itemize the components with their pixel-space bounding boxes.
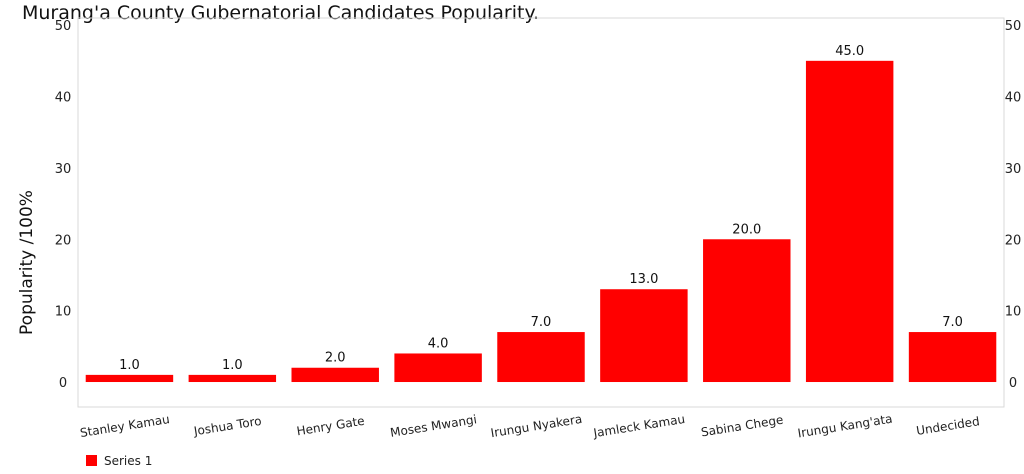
plot-frame (77, 17, 1005, 408)
category-label: Joshua Toro (192, 414, 262, 439)
y-tick-label-right: 50 (1005, 19, 1022, 34)
y-tick-label-left: 40 (55, 91, 72, 106)
y-tick-label-left: 0 (59, 376, 67, 391)
data-label: 1.0 (222, 358, 243, 373)
category-label: Jamleck Kamau (592, 412, 686, 440)
category-label: Irungu Nyakera (490, 412, 583, 440)
legend-swatch (86, 455, 97, 466)
data-label: 13.0 (629, 272, 658, 287)
bar (188, 374, 277, 383)
y-axis-title: Popularity /100% (17, 190, 37, 335)
bar (85, 374, 174, 383)
data-label: 1.0 (119, 358, 140, 373)
bars (85, 60, 997, 383)
plot-area (77, 17, 1005, 408)
category-label: Moses Mwangi (389, 412, 478, 440)
y-tick-label-right: 40 (1005, 91, 1022, 106)
data-label: 7.0 (942, 315, 963, 330)
y-tick-label-right: 10 (1005, 305, 1022, 320)
data-label: 20.0 (732, 222, 761, 237)
bar (291, 367, 379, 383)
data-label: 4.0 (428, 336, 449, 351)
data-label: 7.0 (531, 315, 552, 330)
data-label: 2.0 (325, 351, 346, 366)
bar (805, 60, 894, 383)
bar (394, 353, 482, 383)
axis-ticks: 0 0 10 10 20 20 30 30 40 40 50 50 Popularity /100% (17, 19, 1021, 391)
category-label: Sabina Chege (700, 413, 784, 440)
y-tick-label-left: 20 (55, 233, 72, 248)
category-label: Irungu Kang'ata (797, 412, 894, 441)
bar (497, 332, 585, 383)
y-tick-label-left: 30 (55, 162, 72, 177)
y-tick-label-left: 10 (55, 305, 72, 320)
bar (908, 332, 997, 383)
y-tick-label-right: 30 (1005, 162, 1022, 177)
category-label: Henry Gate (296, 414, 366, 439)
legend: Series 1 (86, 454, 152, 468)
category-label: Stanley Kamau (79, 412, 171, 440)
y-tick-label-left: 50 (55, 19, 72, 34)
bar (703, 239, 791, 383)
y-tick-label-right: 0 (1009, 376, 1017, 391)
data-label: 45.0 (835, 44, 864, 59)
bar (600, 289, 688, 383)
legend-label: Series 1 (104, 454, 152, 468)
category-label: Undecided (915, 414, 980, 438)
data-labels: 1.0 1.0 2.0 4.0 7.0 13.0 20.0 45.0 7.0 (119, 44, 963, 373)
category-labels: Stanley Kamau Joshua Toro Henry Gate Moses … (79, 412, 981, 441)
y-tick-label-right: 20 (1005, 233, 1022, 248)
